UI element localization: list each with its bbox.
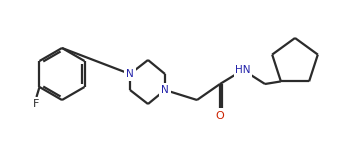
Text: F: F <box>33 99 40 109</box>
Text: O: O <box>216 111 224 121</box>
Text: N: N <box>161 85 169 95</box>
Text: HN: HN <box>235 65 251 75</box>
Text: N: N <box>126 69 134 79</box>
